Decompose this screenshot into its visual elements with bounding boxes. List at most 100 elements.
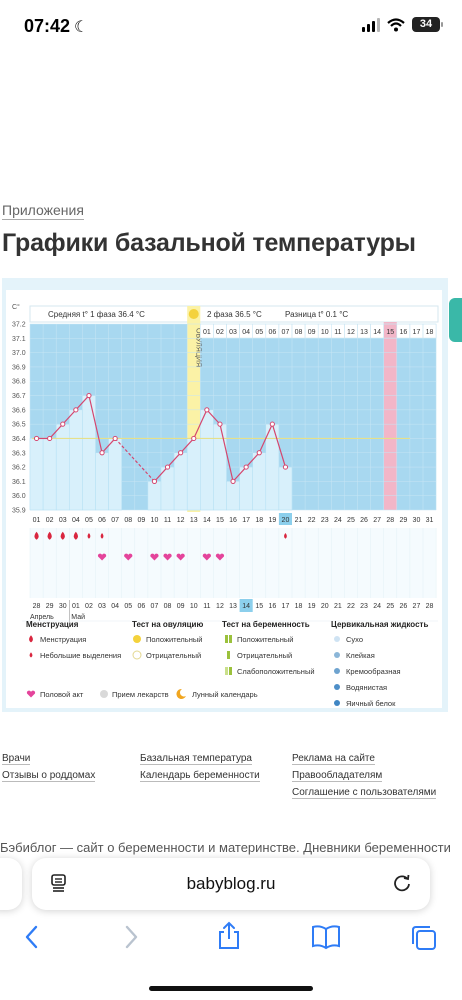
top-day-number: 03	[229, 329, 237, 336]
legend-ovulation-positive-icon	[133, 635, 141, 643]
menstruation-icon	[47, 531, 52, 540]
temperature-point	[99, 450, 105, 456]
y-tick-label: 35.9	[12, 508, 26, 515]
ovulation-sun-icon	[188, 309, 199, 319]
calendar-date-label: 24	[373, 603, 381, 610]
temperature-bar	[160, 466, 175, 511]
status-icons: 34	[362, 17, 443, 32]
temperature-line-segment	[206, 409, 221, 425]
footer-link-rights[interactable]: Правообладателям	[292, 770, 383, 782]
previous-tab-card[interactable]	[0, 858, 22, 910]
calendar-date-label: 08	[164, 603, 172, 610]
temperature-point	[217, 421, 223, 427]
home-indicator	[149, 986, 313, 991]
calendar-date-label: 21	[334, 603, 342, 610]
section-link[interactable]: Приложения	[2, 202, 84, 220]
calendar-date-label: 12	[216, 603, 224, 610]
temperature-point	[230, 478, 236, 484]
url-text[interactable]: babyblog.ru	[186, 874, 276, 893]
temperature-bar	[252, 452, 267, 511]
cycle-day-label: 22	[308, 517, 316, 524]
y-tick-label: 36.2	[12, 465, 26, 472]
cycle-day-label: 21	[295, 517, 303, 524]
tabs-icon[interactable]	[410, 924, 438, 952]
top-day-number: 09	[308, 329, 316, 336]
calendar-date-label: 19	[308, 603, 316, 610]
temperature-bar	[29, 438, 44, 511]
legend-menstruation-head: Менструация	[26, 620, 79, 629]
cycle-day-label: 11	[164, 517, 171, 524]
cycle-day-label: 04	[72, 517, 80, 524]
calendar-date-label: 22	[347, 603, 355, 610]
intercourse-icon	[202, 553, 211, 561]
y-tick-label: 36.4	[12, 436, 26, 443]
legend-fluid-creamy-icon	[334, 668, 340, 674]
cycle-day-label: 14	[203, 517, 211, 524]
temperature-point	[243, 464, 249, 470]
legend-fluid-creamy: Кремообразная	[346, 667, 401, 676]
footer-link-reviews[interactable]: Отзывы о роддомах	[2, 770, 96, 782]
top-day-number: 01	[203, 329, 211, 336]
forward-icon[interactable]	[121, 924, 141, 950]
temperature-line-segment	[271, 423, 287, 468]
temperature-bar	[200, 409, 214, 511]
temperature-point	[73, 407, 79, 413]
page-title: Графики базальной температуры	[2, 229, 416, 257]
legend-ovulation-negative: Отрицательный	[146, 651, 201, 660]
cycle-day-label: 07	[111, 517, 119, 524]
temperature-difference: Разница t° 0.1 °C	[285, 310, 348, 319]
y-tick-label: 37.1	[12, 336, 26, 343]
legend-medication: Прием лекарств	[112, 690, 169, 699]
cycle-day-label: 31	[426, 517, 434, 524]
temperature-point	[151, 478, 158, 484]
footer-link-doctors[interactable]: Врачи	[2, 753, 31, 765]
today-marker	[239, 599, 253, 612]
calendar-date-label: 17	[282, 603, 290, 610]
cellular-signal-icon	[362, 17, 380, 32]
calendar-date-label: 11	[203, 603, 210, 610]
address-bar[interactable]: babyblog.ru	[32, 858, 430, 910]
temperature-bar	[213, 423, 227, 511]
cycle-day-label: 28	[386, 517, 394, 524]
menstruation-icon	[60, 531, 65, 540]
temperature-bar	[226, 481, 240, 511]
reload-icon[interactable]	[392, 873, 412, 893]
calendar-date-label: 20	[321, 603, 329, 610]
share-icon[interactable]	[216, 921, 242, 951]
temperature-line-segment	[154, 466, 168, 482]
y-tick-label: 36.5	[12, 422, 26, 429]
temperature-bar	[108, 438, 122, 511]
cycle-day-label: 05	[85, 517, 93, 524]
cycle-day-label: 19	[268, 517, 276, 524]
y-tick-label: 36.1	[12, 479, 26, 486]
bookmarks-icon[interactable]	[311, 924, 341, 950]
wifi-icon	[387, 17, 405, 31]
calendar-date-label: 26	[399, 603, 407, 610]
browser-toolbar	[0, 914, 462, 962]
footer-link-agreement[interactable]: Соглашение с пользователями	[292, 787, 437, 799]
calendar-date-label: 03	[98, 603, 106, 610]
calendar-date-label: 14	[242, 603, 250, 610]
reader-mode-icon[interactable]	[50, 874, 68, 892]
temperature-bar	[278, 466, 293, 511]
legend-preg-weak-icon-2	[229, 667, 232, 675]
footer-link-calendar[interactable]: Календарь беременности	[140, 770, 260, 782]
cycle-day-label: 12	[177, 517, 185, 524]
legend-ovulation-head: Тест на овуляцию	[132, 620, 203, 629]
legend-menstruation: Менструация	[40, 635, 86, 644]
back-icon[interactable]	[22, 924, 42, 950]
legend-fluid-sticky-icon	[334, 652, 340, 658]
cycle-day-label: 09	[137, 517, 145, 524]
small-discharge-icon	[87, 533, 91, 539]
legend-small-icon	[29, 652, 33, 658]
calendar-date-label: 29	[46, 603, 54, 610]
footer-link-ads[interactable]: Реклама на сайте	[292, 753, 375, 765]
temperature-point	[86, 392, 92, 399]
temperature-line-segment	[49, 423, 64, 439]
calendar-date-label: 09	[177, 603, 185, 610]
calendar-date-label: 28	[33, 603, 41, 610]
legend-fluid-sticky: Клейкая	[346, 651, 375, 660]
ovulation-label: ОВУЛЯЦИЯ	[194, 328, 201, 367]
side-tab[interactable]	[449, 298, 462, 342]
footer-link-bbt[interactable]: Базальная температура	[140, 753, 252, 765]
